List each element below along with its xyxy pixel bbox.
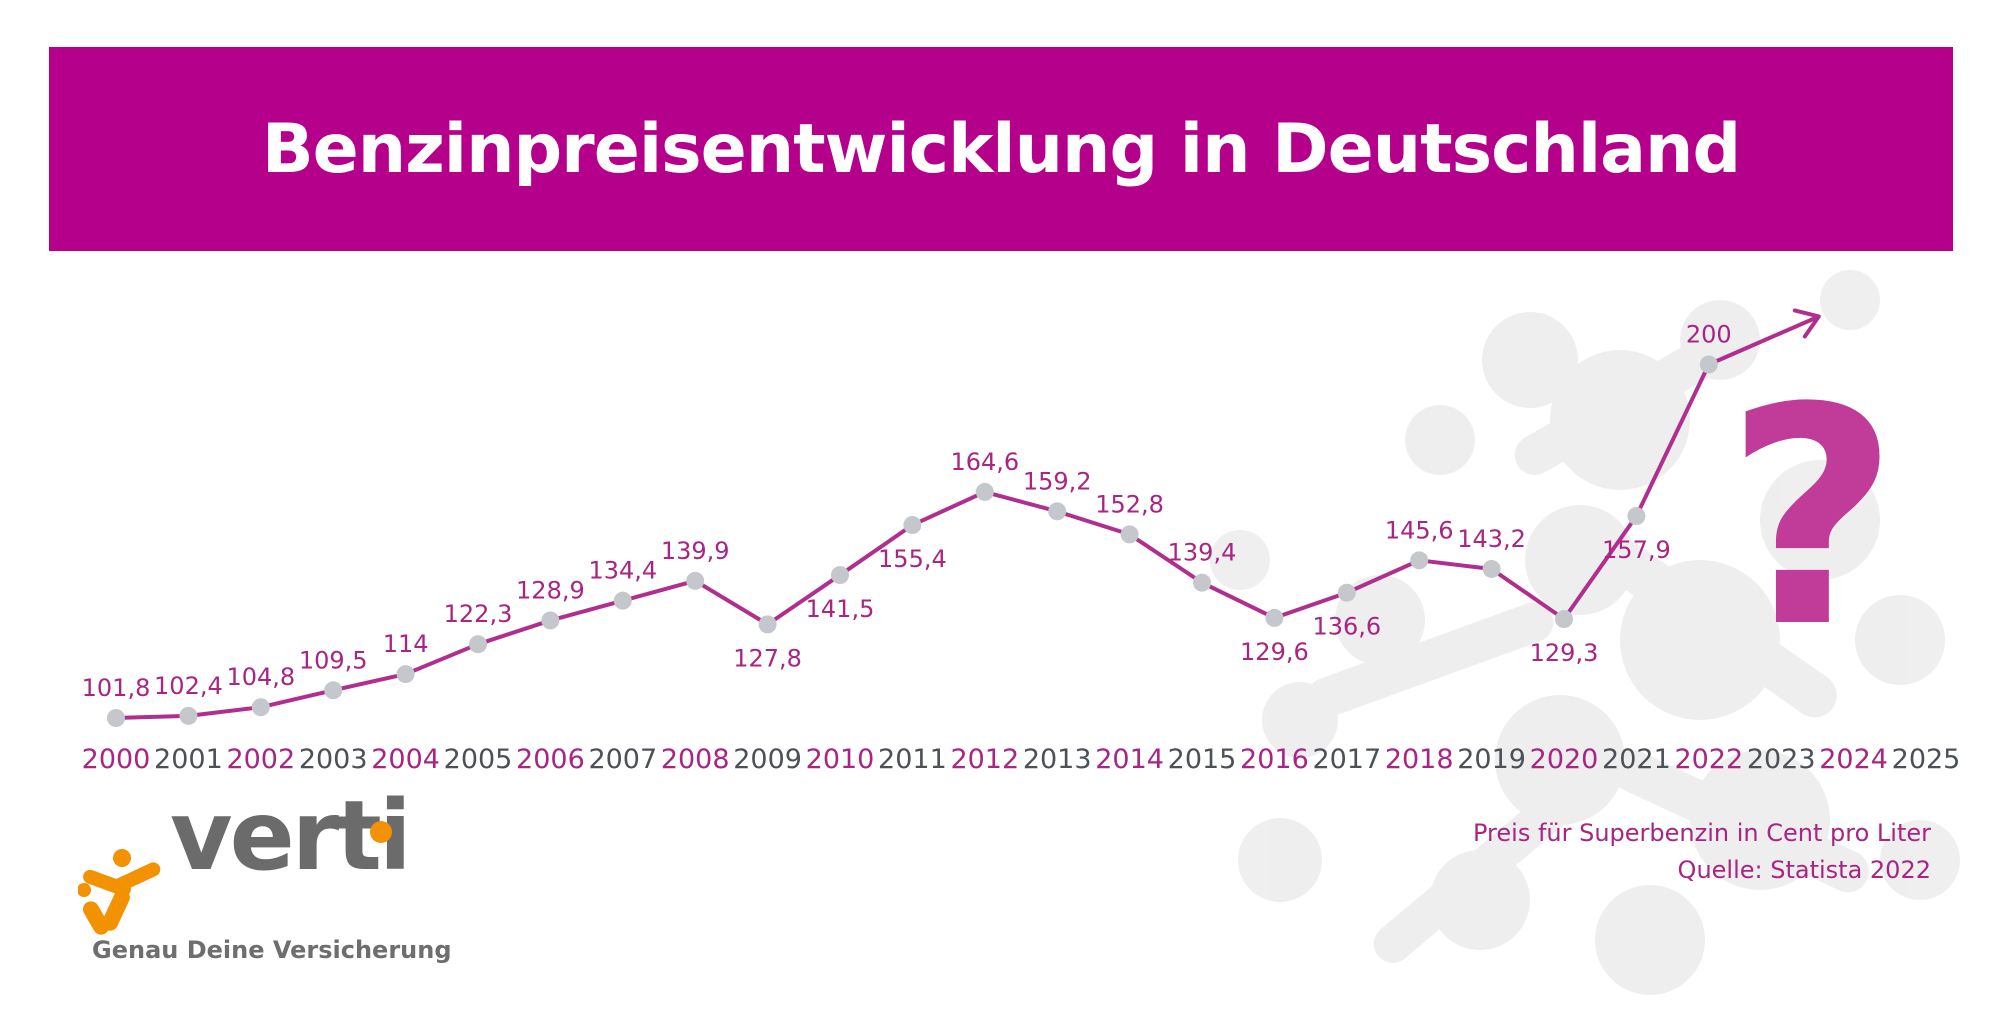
data-point [396,665,415,684]
line-chart: 101,8 102,4 104,8109,5114122,3128,9134,413… [82,308,1961,775]
x-tick-label: 2015 [1168,744,1237,775]
data-label: 164,6 [950,448,1019,476]
data-label: 200 [1686,320,1732,348]
x-tick-label: 2023 [1747,744,1816,775]
x-tick-label: 2011 [878,744,947,775]
data-point [686,571,705,590]
data-label: 143,2 [1457,525,1526,553]
data-point [107,709,125,727]
data-point [1265,608,1284,627]
x-tick-label: 2006 [516,744,585,775]
data-point [1120,525,1139,544]
x-tick-label: 2024 [1819,744,1888,775]
x-tick-label: 2001 [154,744,223,775]
x-tick-label: 2004 [371,744,440,775]
x-tick-label: 2025 [1892,744,1961,775]
x-tick-label: 2016 [1240,744,1309,775]
data-point [1048,502,1067,521]
data-label: 157,9 [1602,536,1671,564]
x-tick-label: 2014 [1095,744,1164,775]
data-label: 155,4 [878,545,947,573]
x-tick-label: 2002 [226,744,295,775]
data-label: 134,4 [588,557,657,585]
x-tick-label: 2021 [1602,744,1671,775]
data-point [324,681,343,700]
x-tick-label: 2013 [1023,744,1092,775]
data-label: 101,8 [82,674,151,702]
x-tick-label: 2000 [82,744,151,775]
data-label: 127,8 [733,644,802,672]
x-tick-label: 2009 [733,744,802,775]
data-label: 145,6 [1385,516,1454,544]
x-tick-label: 2010 [806,744,875,775]
data-label: 104,8 [226,663,295,691]
x-tick-label: 2022 [1674,744,1743,775]
data-point [1337,583,1356,602]
data-label: 139,4 [1168,539,1237,567]
data-label: 139,9 [661,537,730,565]
x-tick-label: 2008 [661,744,730,775]
trend-arrow-head [1792,308,1821,339]
data-label: 122,3 [444,600,513,628]
data-point [469,635,487,654]
data-label: 141,5 [806,595,875,623]
source-credit: Quelle: Statista 2022 [1677,856,1931,884]
x-tick-label: 2005 [444,744,513,775]
x-tick-label: 2003 [299,744,368,775]
question-mark: ? [1725,344,1899,693]
logo-i-dot [370,821,392,843]
data-point [251,698,270,717]
data-point [179,706,198,725]
source-note: Preis für Superbenzin in Cent pro Liter … [1473,815,1931,889]
data-point [903,516,922,535]
data-label: 128,9 [516,576,585,604]
data-label: 129,6 [1240,638,1309,666]
trend-arrow-line [1708,314,1820,367]
data-label: 102,4 [154,672,223,700]
data-point [1482,559,1501,578]
data-label: 152,8 [1095,490,1164,518]
data-point [758,615,777,634]
x-tick-label: 2007 [588,744,657,775]
data-point [831,566,849,585]
data-point [1627,507,1646,526]
data-point [613,591,632,610]
data-label: 159,2 [1023,467,1092,495]
data-label: 114 [383,630,429,658]
data-point [1410,551,1429,570]
orange-figure-icon [78,849,161,935]
x-tick-label: 2012 [950,744,1019,775]
title-banner: Benzinpreisentwicklung in Deutschland [49,47,1953,251]
x-tick-label: 2017 [1312,744,1381,775]
data-label: 136,6 [1312,613,1381,641]
data-point [1555,610,1573,628]
data-label: 109,5 [299,646,368,674]
data-label: 129,3 [1530,639,1599,667]
x-tick-label: 2018 [1385,744,1454,775]
data-point [975,482,994,501]
data-point [1699,355,1718,374]
page-title: Benzinpreisentwicklung in Deutschland [261,109,1741,189]
unit-note: Preis für Superbenzin in Cent pro Liter [1473,819,1931,847]
logo-tagline: Genau Deine Versicherung [92,936,452,964]
data-point [1193,573,1211,592]
x-tick-label: 2019 [1457,744,1526,775]
x-tick-label: 2020 [1530,744,1599,775]
data-point [541,611,560,630]
